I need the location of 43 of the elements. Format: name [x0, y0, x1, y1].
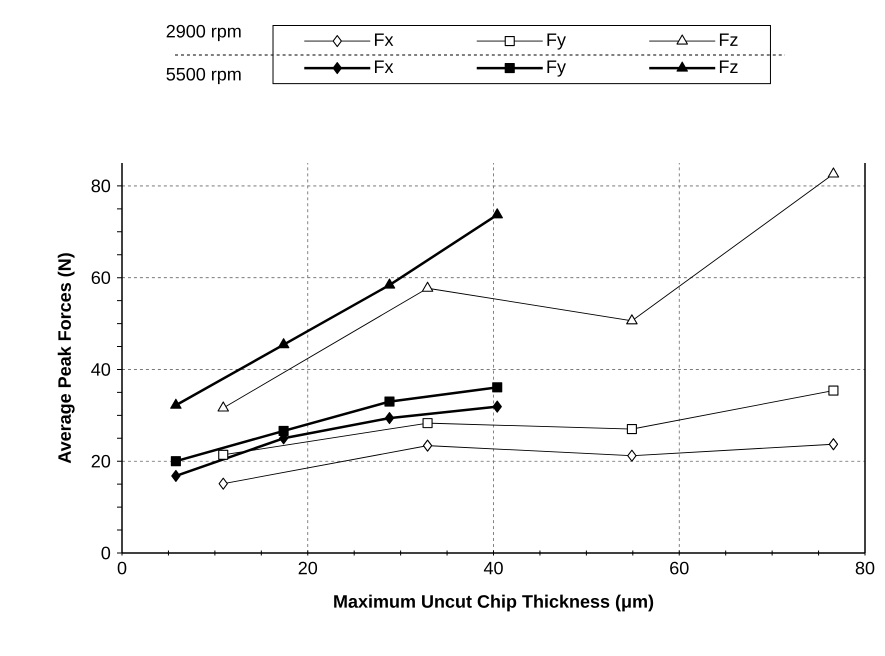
- point: [626, 424, 637, 434]
- y-tick-label: 20: [92, 454, 110, 468]
- legend-label: Fy: [547, 33, 566, 50]
- point: [422, 282, 434, 292]
- point: [278, 426, 289, 436]
- point: [278, 338, 290, 348]
- x-tick-label: 0: [118, 562, 126, 574]
- y-tick-label: 60: [92, 271, 110, 284]
- text: 2900 rpm: [166, 24, 241, 42]
- legend-label: Fx: [374, 60, 394, 73]
- x-tick-label: 80: [856, 562, 874, 574]
- point: [828, 167, 840, 178]
- point: [384, 396, 395, 407]
- x-axis-title: Maximum Uncut Chip Thickness (μm): [334, 594, 654, 612]
- point: [384, 412, 394, 424]
- point: [492, 382, 502, 392]
- y-axis-title: Average Peak Forces (N): [58, 253, 75, 464]
- point: [217, 401, 229, 412]
- point: [171, 470, 181, 482]
- x-tick-label: 20: [298, 562, 318, 574]
- point: [626, 314, 638, 324]
- point: [491, 208, 503, 218]
- point: [828, 386, 838, 396]
- point: [170, 398, 182, 409]
- legend-label: Fz: [720, 33, 738, 46]
- point: [422, 440, 432, 452]
- point: [492, 400, 502, 413]
- point: [384, 278, 396, 289]
- y-tick-label: 80: [92, 180, 110, 192]
- point: [170, 456, 181, 466]
- x-tick-label: 40: [484, 562, 503, 574]
- point: [218, 450, 228, 460]
- legend-label: Fz: [720, 60, 738, 73]
- point: [218, 478, 228, 490]
- point: [627, 450, 637, 462]
- point: [828, 438, 838, 450]
- x-tick-label: 60: [670, 562, 689, 574]
- point: [422, 418, 433, 428]
- text: 5500 rpm: [166, 68, 241, 84]
- legend-label: Fy: [547, 60, 566, 77]
- legend-label: Fx: [374, 33, 394, 46]
- y-tick-label: 0: [102, 546, 110, 560]
- y-tick-label: 40: [91, 363, 110, 376]
